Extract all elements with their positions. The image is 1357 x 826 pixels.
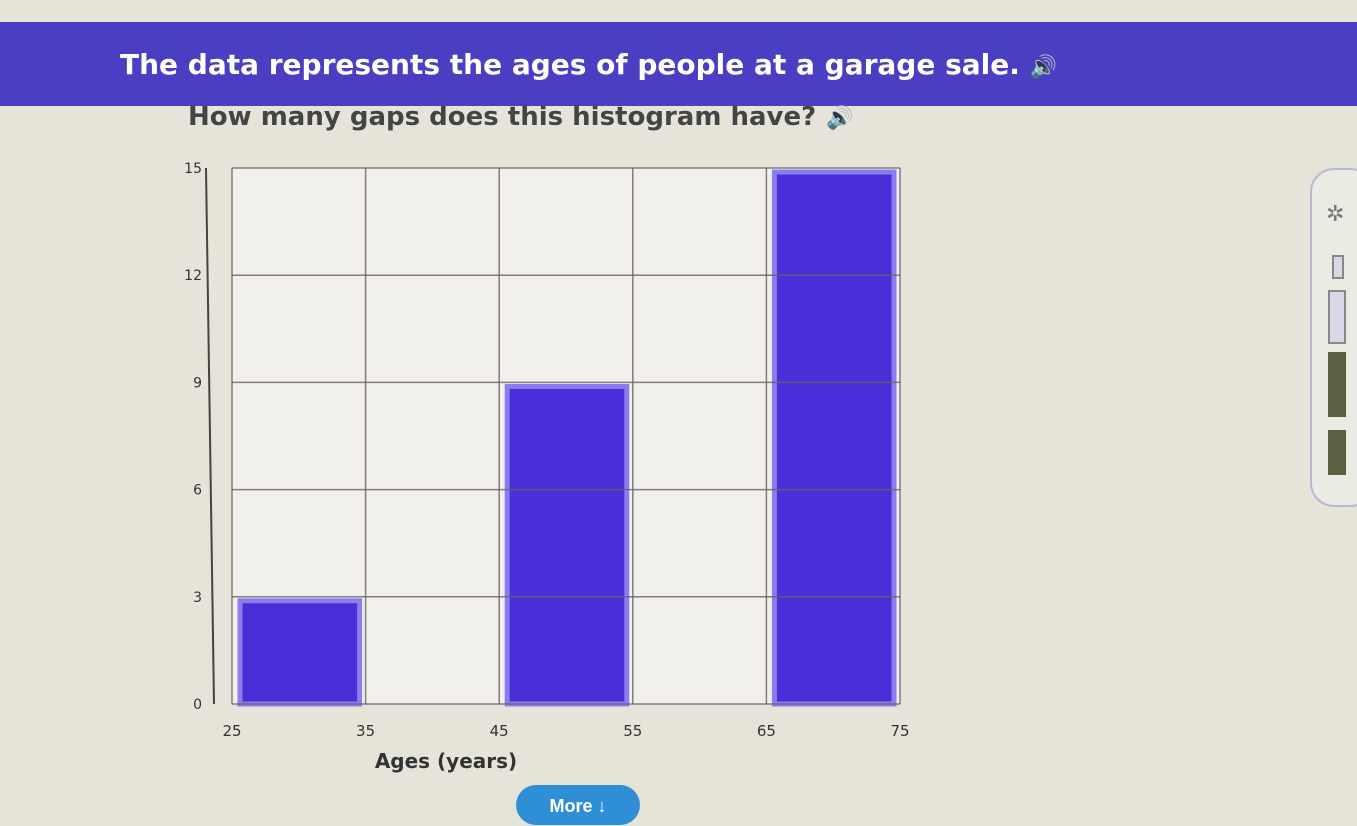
y-axis <box>205 167 215 705</box>
y-tick-label: 3 <box>193 590 202 606</box>
x-tick-label: 35 <box>356 722 375 740</box>
tool-slot-2[interactable] <box>1328 290 1346 344</box>
y-tick-label: 0 <box>193 697 202 713</box>
settings-gear-icon[interactable]: ✲ <box>1326 202 1345 227</box>
tool-slot-4[interactable] <box>1328 430 1346 475</box>
more-button[interactable]: More ↓ <box>516 785 640 825</box>
x-tick-label: 75 <box>890 722 909 740</box>
question-text: How many gaps does this histogram have? 🔊 <box>188 102 854 132</box>
y-tick-label: 15 <box>184 161 202 177</box>
histogram-bar <box>504 383 630 707</box>
header-title: The data represents the ages of people a… <box>120 48 1058 81</box>
x-axis-label: Ages (years) <box>375 749 517 773</box>
tool-slot-3[interactable] <box>1328 352 1346 417</box>
y-tick-label: 6 <box>193 483 202 499</box>
histogram-bar <box>771 169 897 707</box>
tool-slot-1[interactable] <box>1332 255 1344 279</box>
y-tick-label: 9 <box>193 375 202 391</box>
side-toolbar: ✲ <box>1310 168 1357 507</box>
x-tick-label: 55 <box>623 722 642 740</box>
x-tick-label: 25 <box>222 722 241 740</box>
y-tick-label: 12 <box>184 268 202 284</box>
x-tick-label: 45 <box>490 722 509 740</box>
speaker-icon[interactable]: 🔊 <box>826 106 854 131</box>
speaker-icon[interactable]: 🔊 <box>1029 55 1058 80</box>
x-tick-label: 65 <box>757 722 776 740</box>
header-band <box>0 22 1357 106</box>
histogram-bar <box>237 598 363 707</box>
